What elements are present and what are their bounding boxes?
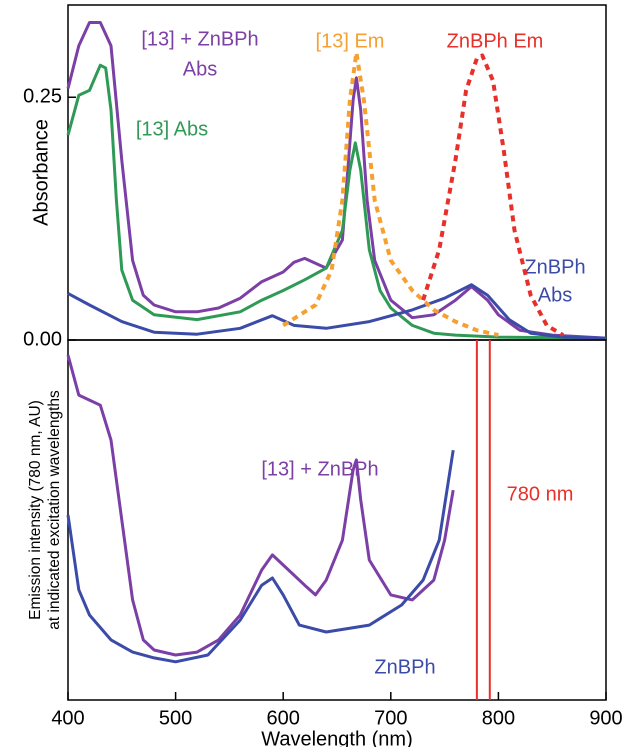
y-axis-label: at indicated excitation wavelengths — [46, 390, 63, 630]
marker-label: 780 nm — [507, 483, 574, 505]
series-label: [13] + ZnBPh — [141, 28, 258, 50]
x-tick-label: 800 — [482, 707, 515, 729]
series-label: ZnBPh — [374, 656, 435, 678]
series-line — [421, 53, 565, 337]
series-label: [13] Em — [316, 30, 385, 52]
series-label: ZnBPh Em — [447, 30, 544, 52]
series-line — [282, 50, 499, 338]
series-label: [13] + ZnBPh — [261, 458, 378, 480]
plot-frame — [67, 4, 607, 341]
y-axis-label: Emission intensity (780 nm, AU) — [27, 400, 44, 620]
x-tick-label: 500 — [159, 707, 192, 729]
series-label: ZnBPh — [524, 256, 585, 278]
series-line — [67, 283, 607, 340]
series-label: Abs — [538, 284, 572, 306]
x-tick-label: 700 — [374, 707, 407, 729]
series-line — [66, 354, 455, 657]
series-line — [66, 449, 455, 664]
y-tick-label: 0.00 — [23, 328, 62, 350]
y-tick-label: 0.25 — [23, 86, 62, 108]
series-line — [66, 63, 607, 340]
y-axis-label: Absorbance — [30, 119, 52, 226]
series-line — [66, 21, 607, 340]
series-label: Abs — [183, 58, 217, 80]
x-tick-label: 600 — [267, 707, 300, 729]
x-tick-label: 400 — [51, 707, 84, 729]
x-axis-label: Wavelength (nm) — [261, 728, 413, 747]
series-label: [13] Abs — [136, 118, 208, 140]
x-tick-label: 900 — [589, 707, 622, 729]
